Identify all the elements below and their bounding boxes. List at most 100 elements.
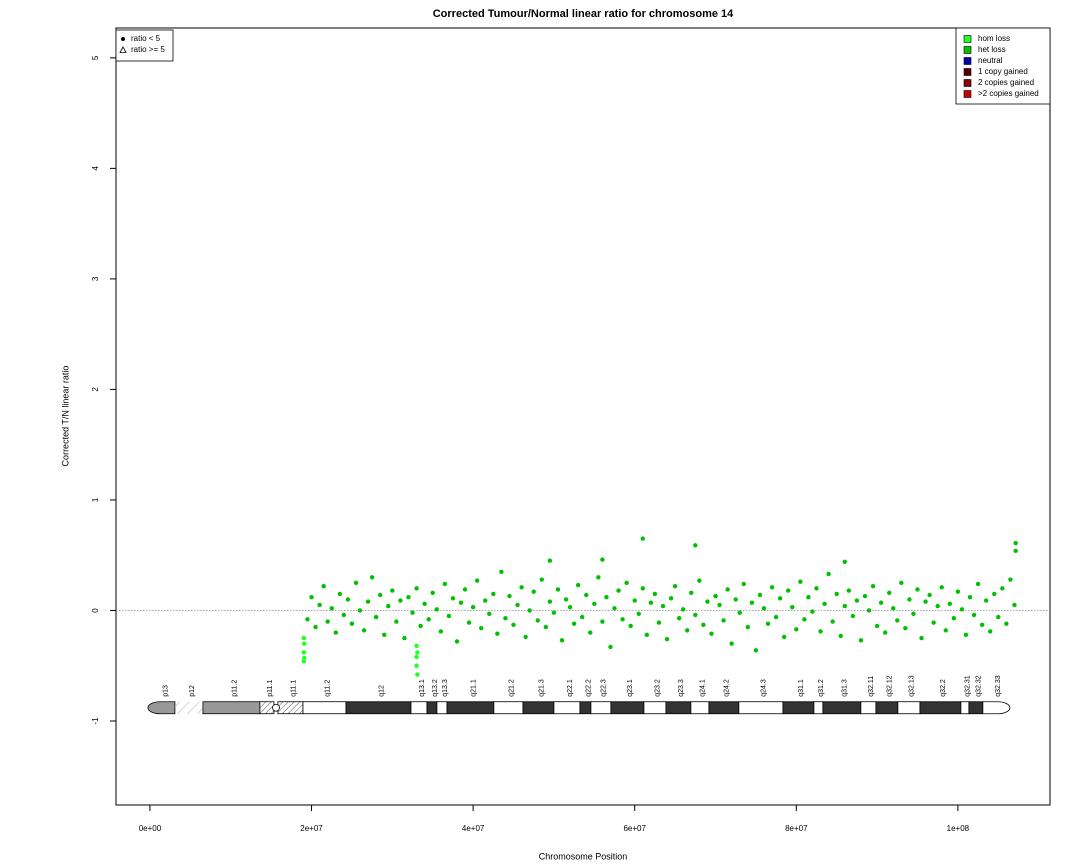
data-point <box>369 575 375 580</box>
data-point <box>600 557 605 562</box>
data-point <box>664 637 670 642</box>
data-point <box>414 643 419 649</box>
data-point <box>862 593 868 599</box>
data-point <box>349 621 355 626</box>
data-point <box>753 648 759 653</box>
data-point <box>874 623 880 629</box>
data-point <box>830 619 835 624</box>
data-point <box>854 598 860 603</box>
legend-swatch <box>963 90 972 98</box>
data-point <box>749 600 755 605</box>
data-point <box>442 581 448 587</box>
shape-legend-label: ratio < 5 <box>131 34 161 43</box>
ideogram-band <box>813 701 824 715</box>
legend-box <box>955 27 1051 105</box>
data-point <box>701 622 706 628</box>
band-label: q21.1 <box>470 679 477 697</box>
data-point <box>535 618 540 623</box>
data-point <box>648 600 654 605</box>
x-tick-label: 1e+08 <box>947 824 970 833</box>
data-point <box>644 632 650 637</box>
ideogram-band <box>345 701 412 715</box>
data-point <box>971 612 977 618</box>
data-point <box>515 602 520 608</box>
data-point <box>680 607 686 612</box>
data-point <box>474 578 480 583</box>
legend-swatch <box>963 57 972 65</box>
data-point <box>596 575 601 580</box>
data-point <box>672 583 678 589</box>
data-point <box>761 606 767 611</box>
ideogram-band <box>690 701 710 715</box>
data-point <box>321 583 326 589</box>
data-point <box>955 589 961 594</box>
x-tick-label: 2e+07 <box>300 824 323 833</box>
data-point <box>717 602 722 608</box>
data-point <box>676 616 682 621</box>
y-tick-label: 2 <box>91 387 100 392</box>
data-point <box>790 604 795 610</box>
data-point <box>842 559 847 565</box>
y-tick-label: 5 <box>91 55 100 60</box>
ideogram-band <box>553 701 581 715</box>
legend-label: 1 copy gained <box>978 67 1028 76</box>
data-point <box>394 619 399 624</box>
ideogram-band <box>782 701 815 715</box>
ideogram-band <box>436 701 448 715</box>
ideogram-band <box>147 701 176 715</box>
data-point <box>434 607 439 612</box>
data-point <box>414 586 419 591</box>
data-point <box>814 586 819 591</box>
data-point <box>563 597 569 602</box>
data-point <box>543 624 549 630</box>
data-point <box>810 609 815 614</box>
data-point <box>882 630 888 635</box>
data-point <box>612 606 617 611</box>
data-point <box>584 592 589 598</box>
data-point <box>523 634 528 640</box>
data-point <box>891 606 896 611</box>
ideogram-band <box>493 701 524 715</box>
data-point <box>337 591 343 597</box>
data-point <box>846 588 852 593</box>
data-point <box>693 612 698 618</box>
data-point <box>786 588 791 593</box>
ideogram-band <box>202 701 261 715</box>
data-point <box>963 632 969 637</box>
x-tick-label: 8e+07 <box>785 824 808 833</box>
data-point <box>689 590 694 595</box>
data-point <box>939 585 944 590</box>
ideogram-band <box>960 701 970 715</box>
band-label: q24.1 <box>700 679 707 697</box>
legend-symbol <box>119 46 127 53</box>
data-point <box>406 595 411 600</box>
data-point <box>361 628 367 633</box>
data-point <box>818 629 823 634</box>
data-point <box>527 608 532 613</box>
band-label: q24.2 <box>724 679 731 697</box>
x-tick-label: 0e+00 <box>139 824 162 833</box>
band-label: q24.3 <box>761 679 768 697</box>
data-point <box>806 595 811 600</box>
ideogram-band <box>968 701 984 715</box>
data-point <box>915 587 920 592</box>
data-point <box>866 608 872 613</box>
band-label: q13.3 <box>442 679 449 697</box>
data-point <box>454 639 460 644</box>
data-point <box>495 631 500 636</box>
legend-label: >2 copies gained <box>978 89 1039 98</box>
band-label: q11.1 <box>290 680 297 697</box>
ideogram-band <box>919 701 962 715</box>
band-label: q22.1 <box>567 679 574 697</box>
data-point <box>907 597 912 602</box>
data-point <box>470 604 476 610</box>
data-point <box>390 588 395 593</box>
shape-legend-label: ratio >= 5 <box>131 45 165 54</box>
data-point <box>1013 540 1018 546</box>
data-point <box>713 593 718 599</box>
ideogram-band <box>426 701 438 715</box>
band-label: q13.2 <box>432 679 439 697</box>
data-point <box>567 604 573 610</box>
data-point <box>511 622 516 628</box>
legend-swatch <box>963 46 972 54</box>
